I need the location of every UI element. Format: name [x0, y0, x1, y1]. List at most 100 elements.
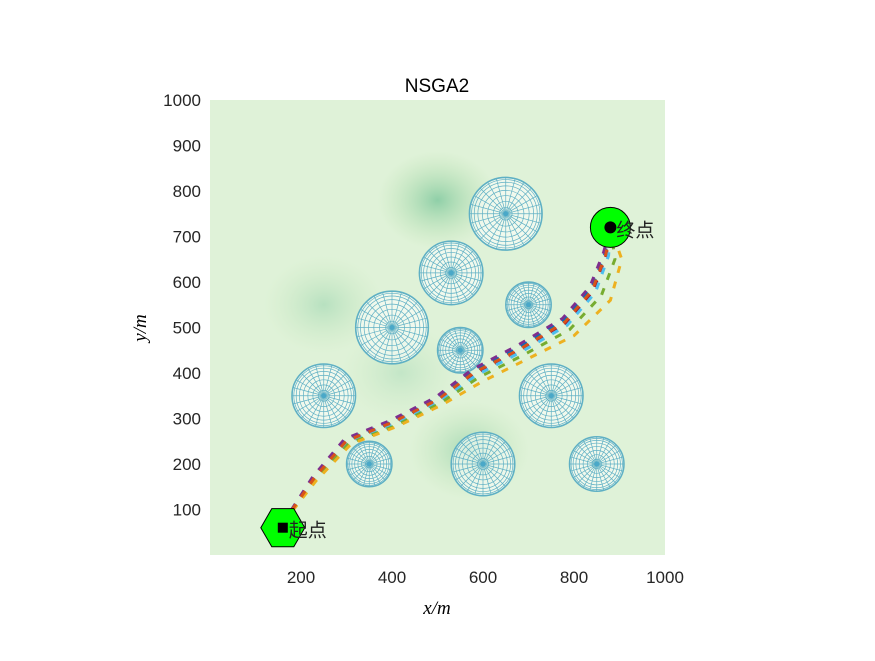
- obstacle-meridian: [520, 395, 552, 405]
- obstacle-meridian: [582, 463, 598, 488]
- obstacle-meridian: [382, 292, 393, 328]
- obstacle-meridian: [460, 333, 477, 351]
- obstacle-meridian: [307, 395, 325, 424]
- obstacle-meridian: [323, 387, 355, 397]
- obstacle-meridian: [596, 437, 605, 465]
- obstacle-meridian: [596, 444, 617, 465]
- y-tick-label: 600: [173, 273, 201, 292]
- obstacle-meridian: [323, 395, 340, 424]
- y-axis-label: y/m: [130, 314, 151, 343]
- obstacle-meridian: [572, 450, 597, 465]
- obstacle-meridian: [459, 330, 472, 351]
- obstacle-center: [366, 461, 372, 467]
- obstacle-meridian: [315, 364, 325, 396]
- obstacle-meridian: [323, 379, 352, 397]
- obstacle-meridian: [551, 372, 575, 396]
- obstacle-meridian: [352, 447, 370, 465]
- obstacle-meridian: [487, 213, 507, 246]
- obstacle-meridian: [577, 463, 597, 484]
- obstacle-meridian: [505, 213, 538, 233]
- obstacle-meridian: [596, 463, 624, 472]
- obstacle-meridian: [434, 245, 452, 274]
- obstacle-meridian: [368, 463, 381, 484]
- obstacle-meridian: [451, 264, 483, 274]
- obstacle-meridian: [300, 372, 324, 396]
- x-tick-label: 400: [378, 568, 406, 587]
- obstacle-center: [448, 270, 454, 276]
- obstacle-meridian: [528, 304, 541, 325]
- x-tick-label: 1000: [646, 568, 684, 587]
- obstacle-meridian: [460, 441, 484, 465]
- obstacle-meridian: [528, 298, 551, 306]
- obstacle-meridian: [452, 455, 484, 465]
- obstacle-meridian: [596, 463, 617, 484]
- obstacle-meridian: [373, 295, 393, 328]
- obstacle-meridian: [482, 433, 492, 465]
- obstacle-meridian: [391, 295, 411, 328]
- obstacle-sphere: [468, 176, 543, 251]
- obstacle-meridian: [442, 242, 452, 273]
- axes-layer: 200 400 600 800 1000 100 200 300 400 500 600 700 800…: [163, 91, 684, 587]
- obstacle-center: [480, 461, 486, 467]
- obstacle-meridian: [369, 463, 392, 471]
- obstacle-meridian: [368, 444, 381, 465]
- obstacle-meridian: [506, 298, 529, 306]
- obstacle-meridian: [442, 272, 452, 304]
- obstacle-meridian: [307, 367, 325, 396]
- obstacle-meridian: [522, 282, 529, 305]
- obstacle-center: [526, 302, 531, 308]
- obstacle-meridian: [460, 344, 483, 351]
- obstacle-meridian: [315, 395, 325, 427]
- obstacle-meridian: [455, 447, 484, 465]
- paths-layer: [281, 226, 624, 525]
- start-label: 起点: [289, 520, 327, 542]
- obstacle-meridian: [369, 463, 390, 476]
- obstacle-meridian: [450, 272, 460, 304]
- obstacle-meridian: [451, 272, 483, 282]
- obstacle-meridian: [454, 350, 461, 373]
- obstacle-meridian: [506, 304, 529, 311]
- obstacle-meridian: [550, 395, 568, 424]
- obstacle-meridian: [459, 350, 467, 373]
- obstacle-meridian: [382, 327, 393, 363]
- obstacle-meridian: [368, 441, 376, 465]
- obstacle-meridian: [369, 452, 390, 465]
- obstacle-meridian: [523, 395, 552, 412]
- obstacle-meridian: [505, 213, 516, 250]
- obstacle-meridian: [438, 344, 461, 351]
- obstacle-meridian: [482, 463, 500, 492]
- obstacle-meridian: [482, 436, 500, 465]
- obstacle-meridian: [459, 350, 472, 371]
- y-tick-label: 500: [173, 319, 201, 338]
- obstacle-meridian: [542, 395, 552, 427]
- obstacle-meridian: [528, 304, 535, 327]
- obstacle-meridian: [528, 304, 549, 317]
- obstacle-meridian: [512, 304, 529, 322]
- end-point: [604, 221, 617, 234]
- obstacle-meridian: [455, 463, 484, 481]
- obstacle-meridian: [295, 395, 324, 412]
- obstacle-meridian: [450, 272, 474, 296]
- obstacle-meridian: [505, 213, 532, 240]
- obstacle-sphere: [354, 290, 430, 365]
- obstacle-meridian: [474, 195, 506, 215]
- obstacle-meridian: [292, 395, 324, 405]
- obstacle-meridian: [448, 350, 461, 371]
- obstacle-meridian: [550, 395, 560, 427]
- obstacle-meridian: [323, 372, 347, 396]
- end-label: 终点: [616, 219, 654, 241]
- obstacle-meridian: [434, 272, 452, 301]
- obstacle-meridian: [589, 437, 598, 465]
- obstacle-meridian: [369, 457, 392, 465]
- start-point: [277, 522, 288, 533]
- obstacle-sphere: [345, 440, 393, 488]
- obstacle-meridian: [347, 463, 370, 471]
- obstacle-meridian: [528, 304, 551, 311]
- obstacle-sphere: [450, 431, 516, 497]
- obstacle-sphere: [291, 363, 357, 429]
- y-tick-label: 300: [173, 410, 201, 429]
- obstacle-meridian: [423, 256, 452, 274]
- obstacle-meridian: [508, 293, 529, 306]
- obstacle-meridian: [440, 349, 461, 362]
- obstacle-meridian: [460, 349, 481, 362]
